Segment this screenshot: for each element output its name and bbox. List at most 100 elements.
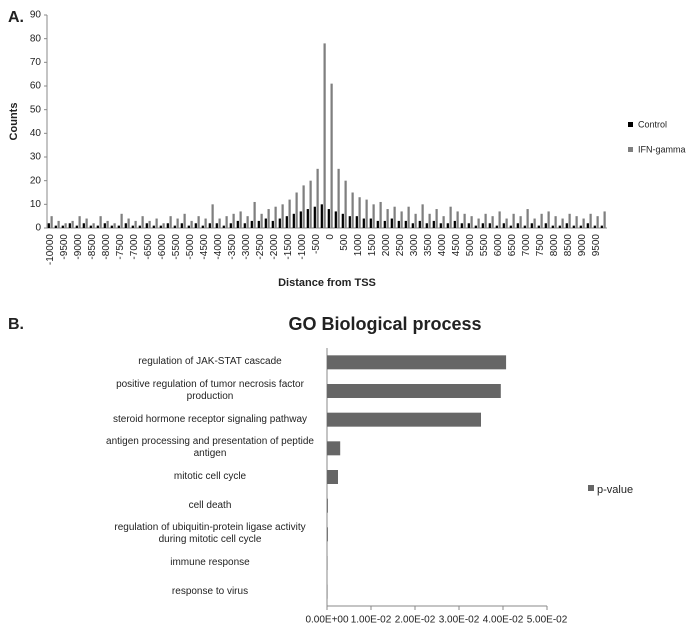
bar [582,218,585,228]
bar [246,216,249,228]
bar [285,216,288,228]
bar [197,216,200,228]
category-label: positive regulation of tumor necrosis fa… [116,379,304,402]
x-tick-label: -10000 [45,234,56,266]
bar [85,218,88,228]
bar [194,223,197,228]
bar [383,220,386,228]
x-axis-label: Distance from TSS [278,277,376,289]
bar [372,204,375,228]
bar [393,206,396,228]
bar [180,223,183,228]
bar [526,209,529,228]
bar [106,220,109,228]
x-tick-label: -7500 [115,234,126,260]
bar [222,225,225,228]
bar [292,213,295,228]
bar [110,225,113,228]
legend-swatch [588,485,594,491]
x-tick-label: 500 [339,234,350,251]
bar [173,225,176,228]
bar [232,213,235,228]
x-tick-label: -7000 [129,234,140,260]
bar [183,213,186,228]
bar [449,206,452,228]
bar [218,218,221,228]
x-tick-label: -8500 [87,234,98,260]
bar [491,216,494,228]
bar [264,218,267,228]
y-tick-label: 30 [30,152,42,163]
bar [467,223,470,228]
bar [57,220,60,228]
bar [103,223,106,228]
bar [334,211,337,228]
bar [117,225,120,228]
bar [82,223,85,228]
x-tick-label: 9000 [577,234,588,257]
bar [152,225,155,228]
x-tick-label: 4.00E-02 [483,615,524,626]
bar [519,216,522,228]
category-label: cell death [188,499,232,511]
x-tick-label: 0 [325,234,336,240]
bar [456,211,459,228]
bar [239,211,242,228]
bar [421,204,424,228]
bar [547,211,550,228]
x-tick-label: 3.00E-02 [439,615,480,626]
x-tick-label: -3000 [241,234,252,260]
bar [351,192,354,228]
bar [341,213,344,228]
bar [327,355,507,370]
bar [327,441,341,456]
bar [145,223,148,228]
category-label: response to virus [171,585,249,597]
bar [327,384,501,398]
bar [554,216,557,228]
bar [516,223,519,228]
bar [435,209,438,228]
legend-swatch [628,122,633,127]
x-tick-label: 8500 [563,234,574,257]
bar [414,213,417,228]
y-tick-label: 90 [30,10,42,21]
x-tick-label: -9500 [59,234,70,260]
bar [215,223,218,228]
bar [278,218,281,228]
bar [523,225,526,228]
y-tick-label: 80 [30,33,42,44]
bar [187,225,190,228]
y-tick-label: 50 [30,104,42,115]
bar [397,220,400,228]
y-tick-label: 60 [30,81,42,92]
bar [208,223,211,228]
bar [568,213,571,228]
bar [96,225,99,228]
bar [89,225,92,228]
bar [260,213,263,228]
bar [365,199,368,228]
bar [495,225,498,228]
bar [68,223,71,228]
bar [558,225,561,228]
y-tick-label: 10 [30,199,42,210]
bar [313,206,316,228]
bar [537,225,540,228]
x-tick-label: -3500 [227,234,238,260]
bar [166,223,169,228]
bar [593,225,596,228]
bar [565,223,568,228]
bar [428,213,431,228]
x-tick-label: 1500 [367,234,378,257]
bar [176,218,179,228]
bar [432,220,435,228]
bar [586,223,589,228]
bar [484,213,487,228]
bar [477,218,480,228]
bar [362,218,365,228]
x-tick-label: -6000 [157,234,168,260]
bar [323,43,326,229]
